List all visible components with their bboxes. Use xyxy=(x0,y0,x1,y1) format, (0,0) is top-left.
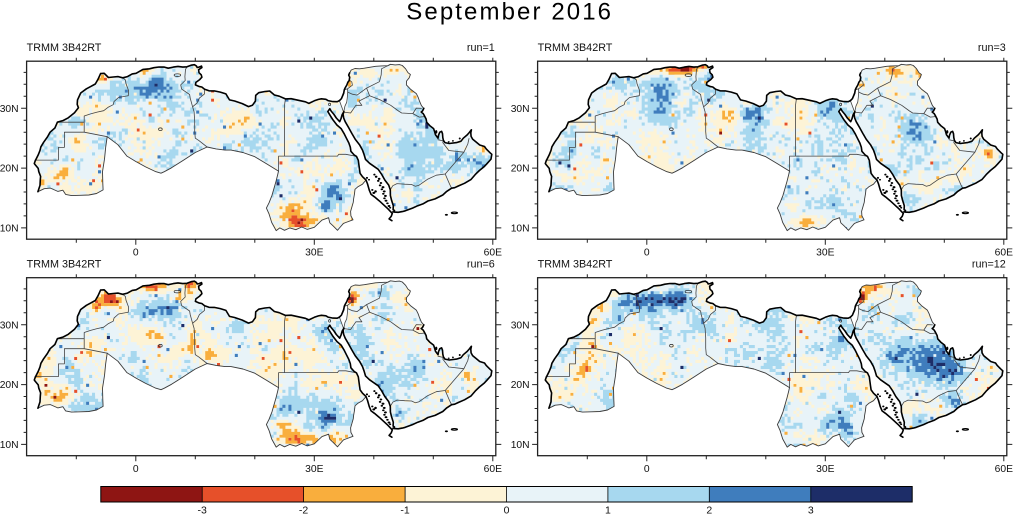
svg-text:run=3: run=3 xyxy=(978,42,1006,54)
svg-text:run=1: run=1 xyxy=(467,42,495,54)
svg-text:0: 0 xyxy=(504,505,510,515)
svg-text:-3: -3 xyxy=(198,505,207,515)
svg-text:run=12: run=12 xyxy=(972,259,1006,271)
svg-text:1: 1 xyxy=(605,505,611,515)
svg-text:-1: -1 xyxy=(400,505,409,515)
svg-text:September 2016: September 2016 xyxy=(406,0,613,26)
svg-text:3: 3 xyxy=(808,505,814,515)
svg-text:-2: -2 xyxy=(299,505,308,515)
svg-text:run=6: run=6 xyxy=(467,259,495,271)
svg-text:2: 2 xyxy=(706,505,712,515)
